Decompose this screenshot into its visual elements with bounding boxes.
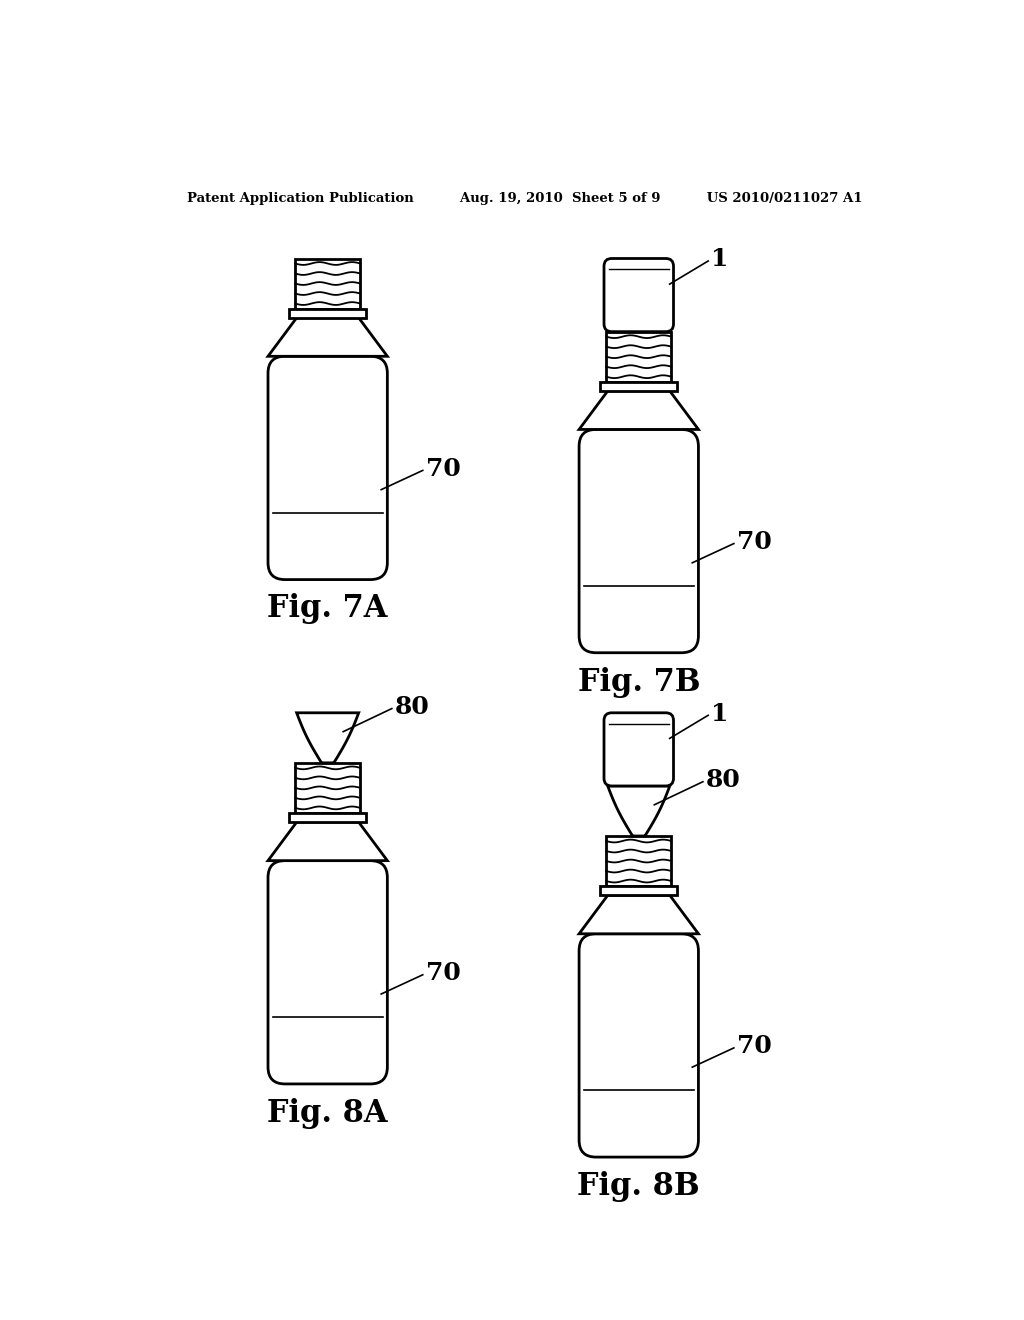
Text: 70: 70 <box>737 1035 772 1059</box>
Text: 1: 1 <box>712 702 729 726</box>
Text: 70: 70 <box>737 531 772 554</box>
Bar <box>289 309 367 318</box>
Text: Fig. 8B: Fig. 8B <box>578 1171 700 1201</box>
Bar <box>289 813 367 822</box>
Polygon shape <box>607 785 670 836</box>
Text: Patent Application Publication          Aug. 19, 2010  Sheet 5 of 9          US : Patent Application Publication Aug. 19, … <box>187 191 862 205</box>
Bar <box>606 836 672 886</box>
Text: 70: 70 <box>426 457 461 480</box>
FancyBboxPatch shape <box>268 861 387 1084</box>
FancyBboxPatch shape <box>604 713 674 785</box>
Bar <box>600 381 677 391</box>
Polygon shape <box>297 713 358 763</box>
Text: Fig. 8A: Fig. 8A <box>267 1098 388 1129</box>
Bar <box>295 763 360 813</box>
Polygon shape <box>580 391 698 429</box>
Text: 80: 80 <box>706 768 740 792</box>
FancyBboxPatch shape <box>580 933 698 1158</box>
Bar <box>295 259 360 309</box>
FancyBboxPatch shape <box>580 429 698 653</box>
Text: Fig. 7B: Fig. 7B <box>578 667 700 697</box>
Polygon shape <box>268 318 387 356</box>
Text: 70: 70 <box>426 961 461 985</box>
FancyBboxPatch shape <box>268 356 387 579</box>
Polygon shape <box>268 822 387 861</box>
Polygon shape <box>580 895 698 933</box>
Bar <box>600 886 677 895</box>
Bar <box>606 331 672 381</box>
Text: 1: 1 <box>712 247 729 272</box>
Text: Fig. 7A: Fig. 7A <box>267 594 388 624</box>
FancyBboxPatch shape <box>604 259 674 331</box>
Text: 80: 80 <box>395 696 430 719</box>
